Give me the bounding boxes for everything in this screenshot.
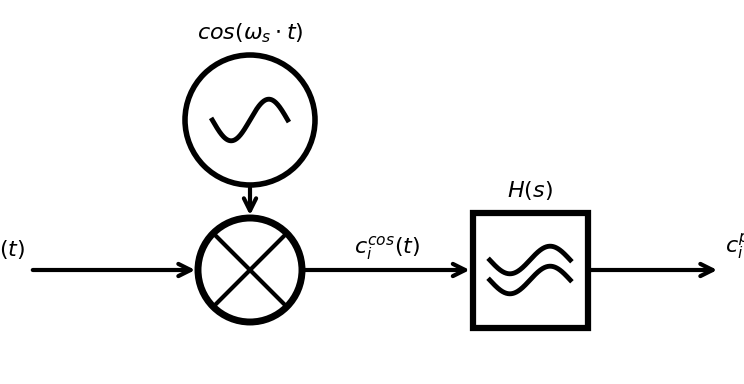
Text: $H(s)$: $H(s)$ <box>507 179 553 202</box>
Text: $cos(\omega_s \cdot t)$: $cos(\omega_s \cdot t)$ <box>196 22 304 45</box>
Text: $c_i^{cos}(t)$: $c_i^{cos}(t)$ <box>354 234 420 262</box>
Text: $c_i^{ph}(t)$: $c_i^{ph}(t)$ <box>725 228 744 262</box>
Bar <box>472 212 588 328</box>
Text: $c_i(t)$: $c_i(t)$ <box>0 238 25 262</box>
